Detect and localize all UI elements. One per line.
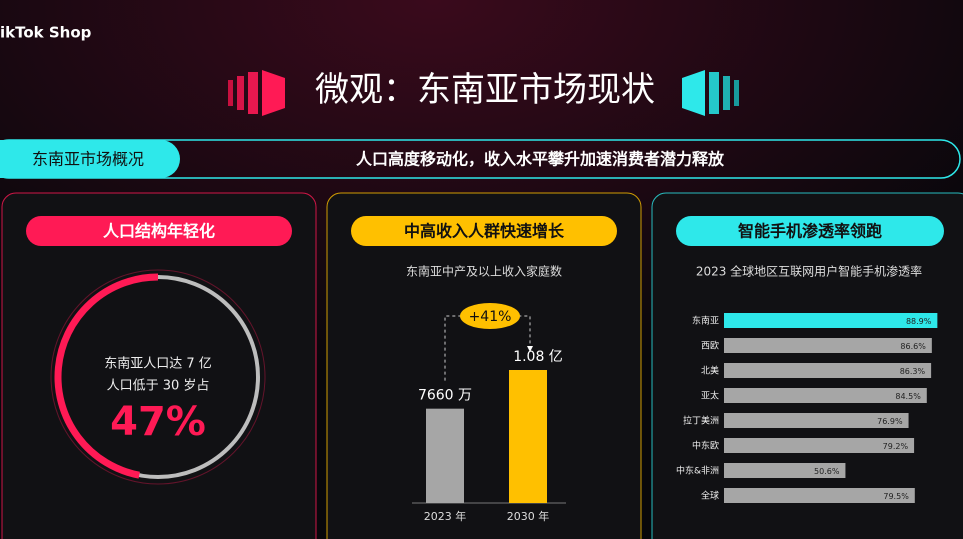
subtitle: 东南亚中产及以上收入家庭数 bbox=[406, 264, 562, 279]
bar bbox=[426, 408, 464, 503]
y-tick-label: 中东欧 bbox=[692, 440, 719, 452]
arrow-head bbox=[527, 346, 533, 352]
bar bbox=[724, 463, 846, 478]
panel-heading: 人口结构年轻化 bbox=[103, 222, 215, 241]
y-tick-label: 北美 bbox=[701, 365, 719, 377]
growth-connector bbox=[444, 315, 531, 381]
y-tick-label: 中东&非洲 bbox=[676, 465, 719, 477]
y-tick-label: 亚太 bbox=[701, 390, 719, 402]
y-tick-label: 全球 bbox=[701, 490, 719, 502]
value-label: 79.2% bbox=[883, 442, 909, 451]
bar bbox=[724, 363, 932, 378]
panel-heading-bg bbox=[676, 216, 944, 246]
panel bbox=[1, 192, 317, 539]
brand: ikTok Shop bbox=[0, 24, 92, 42]
title-deco-right bbox=[682, 70, 739, 116]
banner-tag: 东南亚市场概况 bbox=[32, 150, 144, 169]
y-tick-label: 拉丁美洲 bbox=[683, 415, 719, 427]
panel-heading-bg bbox=[26, 216, 292, 246]
subtitle: 2023 全球地区互联网用户智能手机渗透率 bbox=[696, 264, 922, 279]
value-label: 1.08 亿 bbox=[513, 349, 563, 365]
panel-heading: 智能手机渗透率领跑 bbox=[738, 222, 882, 241]
y-tick-label: 东南亚 bbox=[692, 315, 719, 327]
bar bbox=[724, 313, 938, 328]
banner-text: 人口高度移动化，收入水平攀升加速消费者潜力释放 bbox=[356, 150, 725, 169]
bar bbox=[509, 370, 547, 503]
value-label: 50.6% bbox=[814, 467, 840, 476]
donut-note: 人口低于 30 岁占 bbox=[107, 379, 210, 394]
value-label: 76.9% bbox=[877, 417, 903, 426]
growth-label: +41% bbox=[469, 309, 512, 325]
donut-halo bbox=[50, 269, 266, 485]
panel-heading-bg bbox=[351, 216, 617, 246]
donut-note: 东南亚人口达 7 亿 bbox=[104, 356, 212, 372]
value-label: 88.9% bbox=[906, 317, 932, 326]
title-deco-left bbox=[228, 70, 285, 116]
banner bbox=[0, 139, 961, 179]
value-label: 7660 万 bbox=[418, 388, 472, 404]
x-tick-label: 2030 年 bbox=[507, 509, 550, 523]
value-label: 86.3% bbox=[900, 367, 926, 376]
bar bbox=[724, 338, 932, 353]
bar bbox=[724, 413, 909, 428]
panel bbox=[326, 192, 642, 539]
bar bbox=[724, 388, 927, 403]
panel-heading: 中高收入人群快速增长 bbox=[404, 222, 565, 241]
donut-arc bbox=[54, 273, 159, 479]
bar bbox=[724, 488, 915, 503]
page-title: 微观：东南亚市场现状 bbox=[315, 70, 655, 110]
value-label: 84.5% bbox=[895, 392, 921, 401]
banner-tag-bg bbox=[0, 140, 180, 178]
growth-badge bbox=[460, 303, 520, 329]
value-label: 79.5% bbox=[883, 492, 909, 501]
bar bbox=[724, 438, 915, 453]
value-label: 86.6% bbox=[900, 342, 926, 351]
x-tick-label: 2023 年 bbox=[424, 509, 467, 523]
donut-value: 47% bbox=[110, 399, 206, 445]
y-tick-label: 西欧 bbox=[701, 340, 719, 352]
